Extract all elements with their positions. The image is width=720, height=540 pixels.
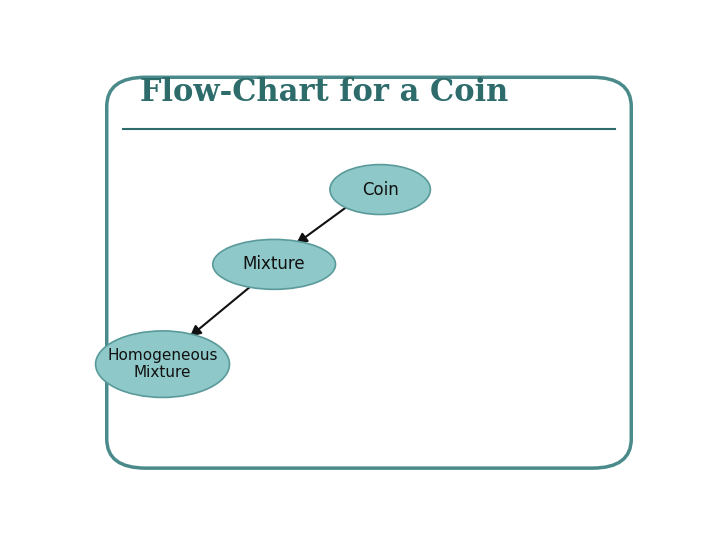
Text: Flow-Chart for a Coin: Flow-Chart for a Coin — [140, 77, 508, 109]
Text: Mixture: Mixture — [243, 255, 305, 273]
Text: Homogeneous
Mixture: Homogeneous Mixture — [107, 348, 217, 380]
Ellipse shape — [330, 165, 431, 214]
Ellipse shape — [96, 331, 230, 397]
FancyBboxPatch shape — [107, 77, 631, 468]
Text: Coin: Coin — [361, 180, 399, 199]
Ellipse shape — [213, 239, 336, 289]
